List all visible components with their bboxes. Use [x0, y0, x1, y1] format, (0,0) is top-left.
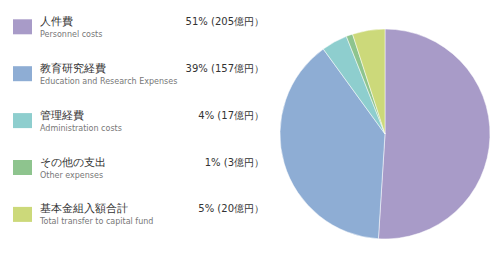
legend-item: 人件費 51% (205億円） Personnel costs — [13, 15, 264, 39]
legend-swatch — [13, 207, 32, 222]
legend-item: その他の支出 1% (3億円） Other expenses — [13, 156, 264, 180]
legend-sublabel: Education and Research Expenses — [40, 77, 177, 86]
legend-sublabel: Administration costs — [40, 124, 122, 133]
legend-label: 管理経費 — [40, 109, 84, 122]
legend-swatch — [13, 66, 32, 81]
legend-swatch — [13, 113, 32, 128]
legend-swatch — [13, 19, 32, 34]
legend-value: 51% (205億円） — [186, 16, 264, 27]
legend-label: 基本金組入額合計 — [40, 202, 128, 215]
legend-sublabel: Total transfer to capital fund — [39, 217, 153, 226]
pie-slice — [353, 29, 385, 134]
pie — [280, 29, 490, 239]
legend-label: 人件費 — [40, 15, 73, 28]
legend-sublabel: Other expenses — [40, 171, 103, 180]
chart: 人件費 51% (205億円） Personnel costs 教育研究経費 39% (… — [0, 0, 500, 268]
legend-value: 5% (20億円） — [198, 203, 264, 214]
legend-label: その他の支出 — [40, 156, 106, 169]
legend-sublabel: Personnel costs — [40, 30, 102, 39]
legend-label: 教育研究経費 — [40, 62, 106, 75]
legend-value: 1% (3億円） — [205, 157, 264, 168]
legend-swatch — [13, 160, 32, 175]
pie-slice — [378, 29, 490, 239]
legend-item: 教育研究経費 39% (157億円） Education and Research … — [13, 62, 264, 86]
legend-item: 基本金組入額合計 5% (20億円） Total transfer to capit… — [13, 202, 264, 226]
legend-item: 管理経費 4% (17億円） Administration costs — [13, 109, 264, 133]
legend-value: 4% (17億円） — [198, 110, 264, 121]
legend-value: 39% (157億円） — [186, 63, 264, 74]
legend: 人件費 51% (205億円） Personnel costs 教育研究経費 39% (… — [13, 15, 264, 227]
